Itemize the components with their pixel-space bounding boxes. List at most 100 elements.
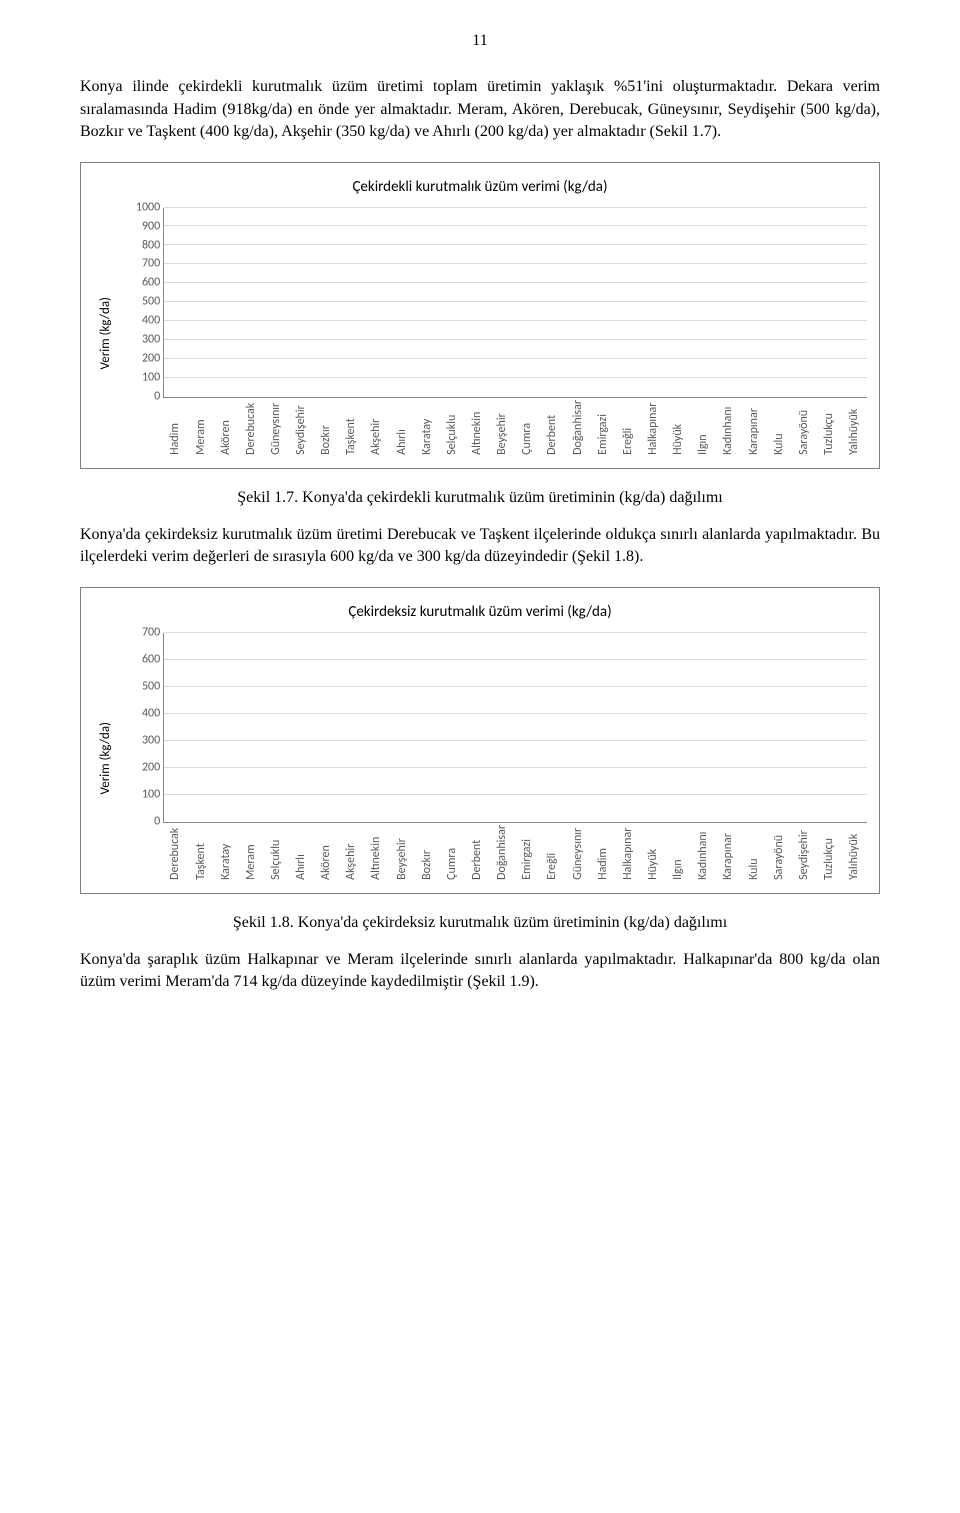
xlabel-column: Karapınar	[741, 400, 766, 459]
xlabel-column: Taşkent	[188, 825, 213, 884]
ytick-label: 700	[142, 256, 160, 273]
ytick-label: 100	[142, 786, 160, 803]
xlabel: Karapınar	[746, 400, 763, 459]
xlabel: Karatay	[419, 400, 436, 459]
chart-2-title: Çekirdeksiz kurutmalık üzüm verimi (kg/d…	[93, 602, 867, 623]
xlabel-column: Doğanhisar	[565, 400, 590, 459]
ytick-label: 600	[142, 651, 160, 668]
xlabel: Derbent	[544, 400, 561, 459]
chart-2-xlabels: DerebucakTaşkentKaratay Meram Selçuklu Ahır…	[163, 825, 867, 884]
xlabel: Ilgın	[695, 400, 712, 459]
ytick-label: 0	[154, 388, 160, 405]
xlabel-column: Kulu	[741, 825, 766, 884]
xlabel: Hadim	[167, 400, 184, 459]
figure-caption-2: Şekil 1.8. Konya'da çekirdeksiz kurutmal…	[80, 912, 880, 934]
xlabel-column: Akşehir	[339, 825, 364, 884]
xlabel-column: Hadim	[591, 825, 616, 884]
xlabel: Meram	[243, 825, 260, 884]
xlabel: Akşehir	[343, 825, 360, 884]
xlabel-column: Altınekin	[364, 825, 389, 884]
chart-1-ylabel: Verim (kg/da)	[93, 297, 119, 370]
xlabel: Kulu	[771, 400, 788, 459]
xlabel-column: Kadınhanı	[716, 400, 741, 459]
xlabel: Tuzlukçu	[821, 400, 838, 459]
ytick-label: 1000	[136, 199, 160, 216]
xlabel-column: Akören	[213, 400, 238, 459]
xlabel-column: Çumra	[515, 400, 540, 459]
xlabel-column: Çumra	[440, 825, 465, 884]
chart-2-plot-wrap: 0100200300400500600700 DerebucakTaşkentK…	[119, 633, 867, 884]
xlabel: Tuzlukçu	[821, 825, 838, 884]
xlabel-column: Ereğli	[540, 825, 565, 884]
chart-2-bars	[164, 633, 867, 822]
ytick-label: 800	[142, 237, 160, 254]
xlabel-column: Akşehir	[364, 400, 389, 459]
xlabel: Beyşehir	[394, 825, 411, 884]
xlabel-column: Tuzlukçu	[817, 825, 842, 884]
chart-1-bars	[164, 208, 867, 397]
xlabel-column: Güneysınır	[565, 825, 590, 884]
xlabel: Ahırlı	[394, 400, 411, 459]
xlabel: Doğanhisar	[570, 400, 587, 459]
xlabel-column: Derbent	[465, 825, 490, 884]
xlabel: Derbent	[469, 825, 486, 884]
xlabel: Sarayönü	[796, 400, 813, 459]
xlabel: Seydişehir	[796, 825, 813, 884]
chart-1-plot-area: 01002003004005006007008009001000	[163, 208, 867, 398]
ytick-label: 100	[142, 369, 160, 386]
chart-1-yticks: 01002003004005006007008009001000	[120, 208, 160, 397]
xlabel: Meram	[193, 400, 210, 459]
chart-2-plot-area: 0100200300400500600700	[163, 633, 867, 823]
xlabel-column: Kadınhanı	[691, 825, 716, 884]
xlabel-column: Karatay	[213, 825, 238, 884]
xlabel-column: Karatay	[415, 400, 440, 459]
chart-1-body: Verim (kg/da) 01002003004005006007008009…	[93, 208, 867, 459]
xlabel: Ahırlı	[293, 825, 310, 884]
xlabel: Bozkır	[318, 400, 335, 459]
xlabel: Akşehir	[368, 400, 385, 459]
xlabel: Derebucak	[243, 400, 260, 459]
xlabel-column: Derbent	[540, 400, 565, 459]
xlabel-column: Emirgazi	[515, 825, 540, 884]
xlabel: Emirgazi	[595, 400, 612, 459]
chart-1-title: Çekirdekli kurutmalık üzüm verimi (kg/da…	[93, 177, 867, 198]
xlabel-column: Kulu	[767, 400, 792, 459]
xlabel-column: Selçuklu	[264, 825, 289, 884]
xlabel: Akören	[318, 825, 335, 884]
ytick-label: 900	[142, 218, 160, 235]
xlabel: Beyşehir	[494, 400, 511, 459]
xlabel: Ilgın	[670, 825, 687, 884]
ytick-label: 700	[142, 624, 160, 641]
xlabel: Yalıhüyük	[846, 400, 863, 459]
xlabel: Altınekin	[469, 400, 486, 459]
xlabel: Hüyük	[670, 400, 687, 459]
xlabel-column: Yalıhüyük	[842, 400, 867, 459]
xlabel-column: Hüyük	[666, 400, 691, 459]
xlabel: Derebucak	[167, 825, 184, 884]
xlabel: Kadınhanı	[695, 825, 712, 884]
xlabel-column: Bozkır	[415, 825, 440, 884]
chart-1-container: Çekirdekli kurutmalık üzüm verimi (kg/da…	[80, 162, 880, 470]
xlabel-column: Selçuklu	[440, 400, 465, 459]
xlabel-column: Emirgazi	[591, 400, 616, 459]
chart-2-body: Verim (kg/da) 0100200300400500600700 Der…	[93, 633, 867, 884]
xlabel-column: Derebucak	[163, 825, 188, 884]
xlabel-column: Ahırlı	[389, 400, 414, 459]
xlabel: Kadınhanı	[720, 400, 737, 459]
xlabel: Selçuklu	[444, 400, 461, 459]
xlabel: Ereğli	[544, 825, 561, 884]
xlabel: Çumra	[519, 400, 536, 459]
xlabel-column: Sarayönü	[767, 825, 792, 884]
ytick-label: 500	[142, 678, 160, 695]
xlabel: Çumra	[444, 825, 461, 884]
chart-2-yticks: 0100200300400500600700	[120, 633, 160, 822]
xlabel: Selçuklu	[268, 825, 285, 884]
xlabel-column: Karapınar	[716, 825, 741, 884]
xlabel: Halkapınar	[645, 400, 662, 459]
chart-1-ylabel-wrap: Verim (kg/da)	[93, 208, 119, 459]
xlabel-column: Derebucak	[239, 400, 264, 459]
chart-1-xlabels: HadimMeramAkörenDerebucakGüneysınırSeydi…	[163, 400, 867, 459]
ytick-label: 600	[142, 275, 160, 292]
xlabel-column: Ilgın	[691, 400, 716, 459]
xlabel: Emirgazi	[519, 825, 536, 884]
